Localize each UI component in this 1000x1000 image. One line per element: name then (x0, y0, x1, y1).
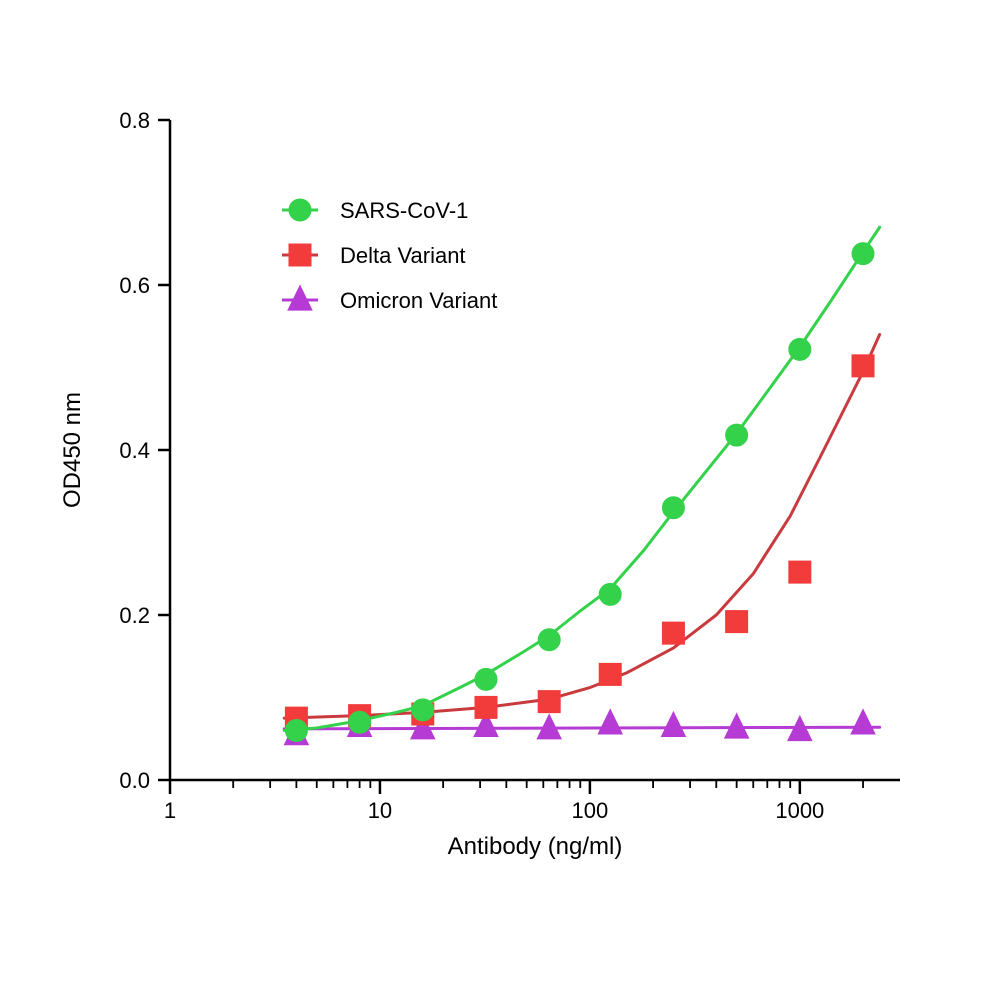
legend-label-delta: Delta Variant (340, 243, 466, 268)
series-marker-sars (412, 699, 434, 721)
series-marker-delta (662, 622, 684, 644)
legend-marker-omicron (288, 286, 312, 310)
series-marker-delta (726, 611, 748, 633)
x-tick-label: 10 (368, 798, 392, 823)
chart-container: 0.0 0.2 0.4 0.6 0.8 1 10 100 1000 Antibody (ng/ml… (0, 0, 1000, 1000)
series-marker-omicron (725, 714, 749, 738)
y-tick-label: 0.6 (119, 273, 150, 298)
series-line-delta (284, 335, 879, 719)
y-tick-label: 0.2 (119, 603, 150, 628)
dose-response-chart: 0.0 0.2 0.4 0.6 0.8 1 10 100 1000 Antibody (ng/ml… (0, 0, 1000, 1000)
series-marker-sars (475, 668, 497, 690)
series-marker-sars (599, 583, 621, 605)
y-tick-label: 0.4 (119, 438, 150, 463)
series-marker-delta (789, 561, 811, 583)
series-line-omicron (284, 727, 879, 729)
series-marker-delta (599, 663, 621, 685)
y-tick-label: 0.8 (119, 108, 150, 133)
legend-marker-sars (289, 199, 311, 221)
series-marker-delta (475, 696, 497, 718)
legend-label-omicron: Omicron Variant (340, 288, 497, 313)
legend-label-sars: SARS-CoV-1 (340, 198, 468, 223)
series-marker-delta (852, 355, 874, 377)
series-marker-omicron (851, 710, 875, 734)
y-tick-label: 0.0 (119, 768, 150, 793)
legend-marker-delta (289, 244, 311, 266)
series-marker-sars (538, 629, 560, 651)
x-tick-label: 1 (164, 798, 176, 823)
series-marker-sars (789, 338, 811, 360)
series-marker-sars (852, 243, 874, 265)
x-tick-label: 1000 (775, 798, 824, 823)
series-marker-sars (662, 497, 684, 519)
y-axis-label: OD450 nm (59, 392, 86, 508)
series-marker-sars (726, 424, 748, 446)
series-marker-sars (285, 720, 307, 742)
x-tick-label: 100 (572, 798, 609, 823)
series-marker-omicron (598, 710, 622, 734)
series-marker-delta (538, 691, 560, 713)
series-marker-sars (349, 711, 371, 733)
x-axis-label: Antibody (ng/ml) (448, 833, 623, 860)
series-marker-omicron (661, 712, 685, 736)
